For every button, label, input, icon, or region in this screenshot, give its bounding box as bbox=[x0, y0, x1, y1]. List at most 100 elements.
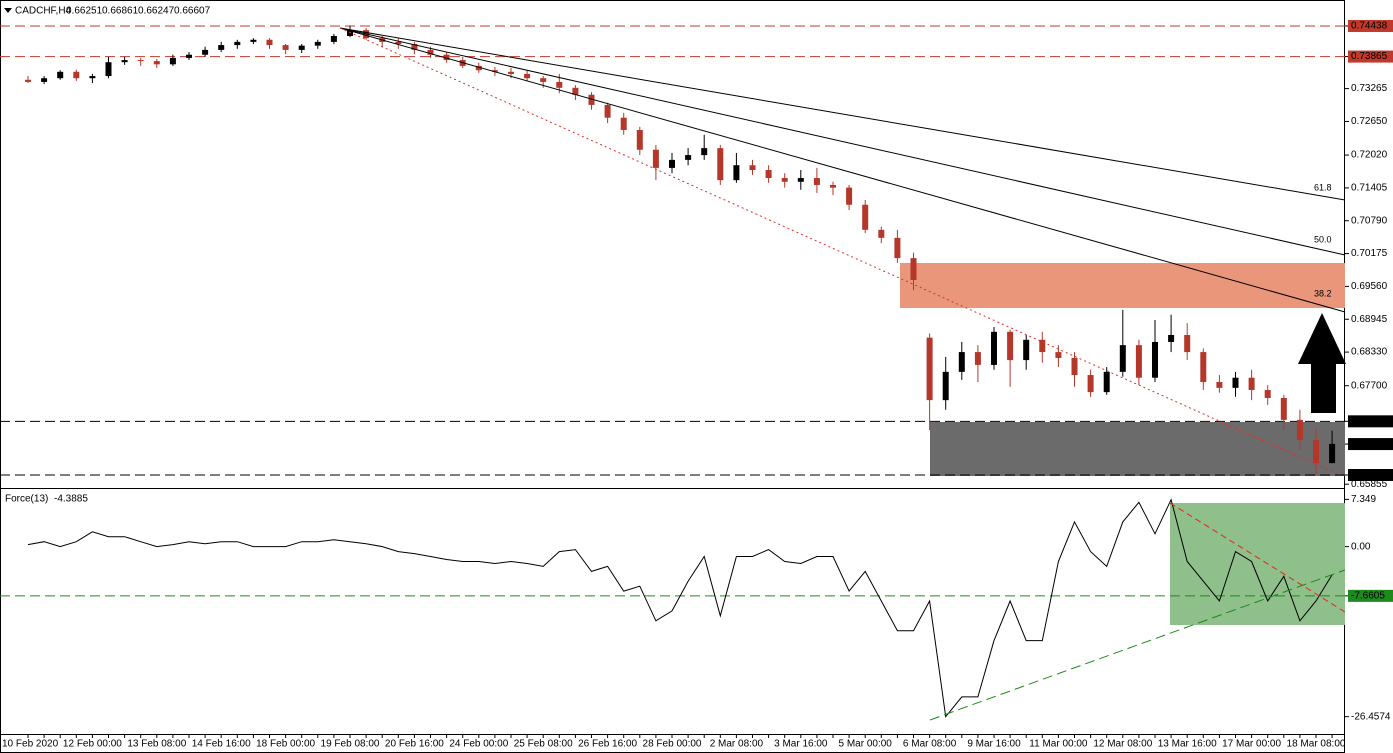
y-tick-box bbox=[1348, 468, 1393, 481]
x-tick-label: 28 Feb 00:00 bbox=[643, 739, 702, 750]
y-tick-label: 0.66607 bbox=[1351, 439, 1388, 450]
candle-body bbox=[202, 49, 209, 55]
candle-body bbox=[1023, 339, 1030, 361]
candle-body bbox=[958, 352, 965, 372]
candle-body bbox=[57, 71, 64, 79]
candle-body bbox=[669, 159, 675, 168]
candle-body bbox=[846, 187, 853, 205]
candle-body bbox=[878, 229, 885, 238]
candle-body bbox=[1135, 345, 1142, 378]
candle-body bbox=[894, 237, 901, 259]
candle-body bbox=[314, 41, 321, 46]
candle-body bbox=[1103, 371, 1110, 393]
candle-body bbox=[910, 258, 917, 281]
y-tick-label: 0.68330 bbox=[1351, 347, 1388, 358]
indicator-zone bbox=[1170, 503, 1345, 625]
candle-body bbox=[1055, 352, 1062, 358]
candle-body bbox=[475, 65, 482, 71]
support-zone bbox=[930, 422, 1345, 476]
candle-body bbox=[1232, 377, 1239, 388]
candle-body bbox=[701, 148, 708, 156]
x-tick-label: 13 Feb 08:00 bbox=[127, 739, 186, 750]
candle-body bbox=[604, 104, 611, 118]
candle-body bbox=[1329, 443, 1336, 464]
y-tick-box bbox=[1348, 589, 1393, 602]
candle-body bbox=[974, 352, 981, 365]
x-tick-label: 18 Mar 08:00 bbox=[1287, 739, 1346, 750]
fib-label: 38.2 bbox=[1314, 288, 1332, 298]
candle-body bbox=[1071, 357, 1078, 376]
candle-body bbox=[73, 71, 80, 79]
y-tick-label: 0.73865 bbox=[1351, 51, 1388, 62]
y-tick-label: 0.74438 bbox=[1351, 21, 1388, 32]
y-tick-label: 0.70175 bbox=[1351, 248, 1388, 259]
y-tick-box bbox=[1348, 50, 1393, 63]
y-tick-label: 0.69560 bbox=[1351, 281, 1388, 292]
ohlc-value: 0.66247 bbox=[138, 6, 175, 17]
candle-body bbox=[89, 76, 96, 79]
candle-body bbox=[411, 44, 418, 50]
indicator-title: Force(13) bbox=[5, 494, 48, 505]
candle-body bbox=[330, 36, 337, 42]
x-tick-label: 3 Mar 16:00 bbox=[774, 739, 828, 750]
candle-body bbox=[1248, 377, 1255, 390]
y-tick-label: 0.67700 bbox=[1351, 380, 1388, 391]
y-tick-label: 7.349 bbox=[1351, 494, 1376, 505]
x-tick-label: 12 Mar 08:00 bbox=[1093, 739, 1152, 750]
x-tick-label: 9 Mar 16:00 bbox=[967, 739, 1021, 750]
candle-body bbox=[765, 170, 772, 179]
candle-body bbox=[797, 178, 804, 182]
candle-body bbox=[1007, 331, 1014, 361]
y-tick-box bbox=[1348, 415, 1393, 428]
candle-body bbox=[41, 78, 48, 82]
x-tick-label: 5 Mar 00:00 bbox=[839, 739, 893, 750]
candle-body bbox=[153, 61, 160, 65]
y-tick-label: 0.73265 bbox=[1351, 83, 1388, 94]
fib-fan-line bbox=[339, 27, 1346, 256]
candle-body bbox=[347, 30, 353, 37]
trend-line bbox=[339, 27, 1341, 476]
candle-body bbox=[733, 165, 740, 181]
x-tick-label: 20 Feb 16:00 bbox=[385, 739, 444, 750]
candle-body bbox=[443, 54, 450, 61]
candle-body bbox=[830, 184, 836, 188]
candle-body bbox=[991, 331, 997, 365]
y-tick-label: 0.67033 bbox=[1351, 416, 1388, 427]
candle-body bbox=[266, 39, 273, 46]
x-tick-label: 24 Feb 00:00 bbox=[449, 739, 508, 750]
x-tick-label: 17 Mar 00:00 bbox=[1222, 739, 1281, 750]
x-tick-label: 19 Feb 08:00 bbox=[321, 739, 380, 750]
candle-body bbox=[1216, 381, 1223, 388]
y-tick-box bbox=[1348, 19, 1393, 32]
symbol-title: CADCHF,H4 bbox=[15, 6, 72, 17]
y-tick-label: 0.70790 bbox=[1351, 215, 1388, 226]
candle-body bbox=[186, 54, 192, 58]
fib-label: 50.0 bbox=[1314, 234, 1332, 244]
candle-body bbox=[250, 39, 257, 42]
y-tick-label: 0.68945 bbox=[1351, 314, 1388, 325]
candle-body bbox=[427, 49, 434, 55]
candle-body bbox=[395, 41, 402, 45]
y-tick-box bbox=[1348, 438, 1393, 451]
candle-body bbox=[508, 71, 514, 74]
candle-body bbox=[717, 148, 724, 181]
candle-body bbox=[298, 45, 305, 50]
fib-fan-line bbox=[339, 27, 1346, 201]
candle-body bbox=[1264, 389, 1271, 398]
candle-body bbox=[540, 78, 547, 82]
candle-body bbox=[1119, 345, 1126, 372]
candle-body bbox=[620, 117, 627, 130]
x-tick-label: 6 Mar 08:00 bbox=[903, 739, 957, 750]
candle-body bbox=[588, 94, 595, 105]
candle-body bbox=[137, 60, 144, 62]
candle-body bbox=[1087, 375, 1094, 393]
candle-body bbox=[942, 371, 949, 401]
menu-icon[interactable] bbox=[4, 8, 12, 13]
candle-body bbox=[652, 149, 659, 168]
candle-body bbox=[636, 129, 643, 150]
candle-body bbox=[862, 204, 869, 230]
indicator-trend-line bbox=[929, 569, 1346, 721]
indicator-trend-line bbox=[1169, 502, 1346, 613]
ohlc-value: 0.66251 bbox=[66, 6, 103, 17]
